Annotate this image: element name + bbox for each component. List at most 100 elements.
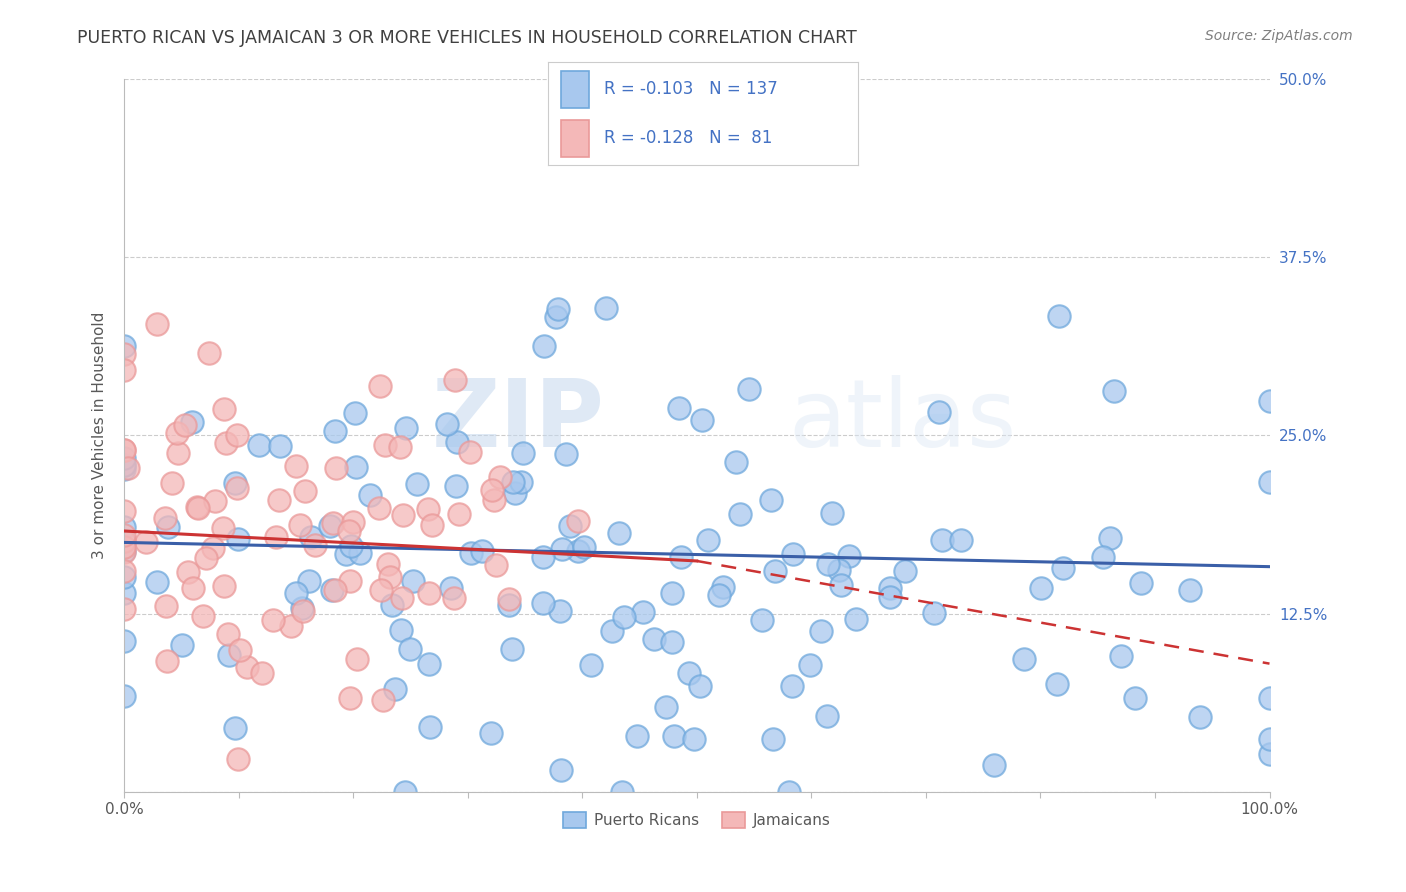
Point	[155, 599, 177, 614]
Point	[367, 500, 389, 515]
Point	[460, 445, 482, 459]
Point	[218, 648, 240, 662]
Point	[392, 508, 415, 522]
Point	[186, 500, 208, 515]
Point	[339, 691, 361, 706]
Point	[1099, 531, 1122, 545]
Point	[446, 434, 468, 449]
Point	[112, 634, 135, 648]
Point	[711, 580, 734, 594]
Point	[284, 586, 307, 600]
Point	[668, 401, 690, 415]
Point	[949, 533, 972, 548]
Point	[1258, 475, 1281, 490]
Point	[643, 632, 665, 647]
Point	[339, 574, 361, 588]
Point	[1189, 710, 1212, 724]
Point	[321, 583, 343, 598]
Point	[482, 492, 505, 507]
Point	[738, 382, 761, 396]
Point	[1047, 309, 1070, 323]
Point	[112, 601, 135, 615]
Point	[340, 540, 363, 554]
Point	[1014, 651, 1036, 665]
Point	[236, 660, 259, 674]
Point	[112, 689, 135, 703]
Point	[112, 443, 135, 458]
Point	[112, 527, 135, 541]
Point	[690, 413, 713, 427]
Point	[294, 484, 316, 499]
Point	[815, 708, 838, 723]
Point	[512, 446, 534, 460]
Point	[319, 518, 342, 533]
Point	[381, 599, 404, 613]
Point	[671, 550, 693, 565]
Point	[285, 459, 308, 474]
Point	[419, 720, 441, 734]
Point	[370, 582, 392, 597]
Point	[879, 581, 901, 595]
Point	[1258, 732, 1281, 747]
Point	[177, 565, 200, 579]
Point	[879, 590, 901, 604]
Point	[181, 581, 204, 595]
Point	[1129, 575, 1152, 590]
Point	[299, 530, 322, 544]
Point	[204, 494, 226, 508]
Point	[983, 758, 1005, 772]
Point	[509, 475, 531, 490]
Point	[112, 442, 135, 457]
Point	[418, 657, 440, 672]
Text: R = -0.128   N =  81: R = -0.128 N = 81	[605, 129, 772, 147]
Point	[449, 507, 471, 521]
Point	[112, 544, 135, 558]
Point	[112, 544, 135, 558]
Point	[780, 679, 803, 693]
Point	[201, 541, 224, 555]
Point	[1123, 691, 1146, 706]
Point	[600, 624, 623, 638]
Text: Source: ZipAtlas.com: Source: ZipAtlas.com	[1205, 29, 1353, 43]
Point	[191, 609, 214, 624]
FancyBboxPatch shape	[561, 70, 589, 108]
Point	[112, 533, 135, 548]
Point	[531, 550, 554, 565]
Point	[228, 752, 250, 766]
Point	[156, 655, 179, 669]
Point	[655, 700, 678, 714]
Point	[112, 458, 135, 472]
Point	[112, 451, 135, 466]
Legend: Puerto Ricans, Jamaicans: Puerto Ricans, Jamaicans	[557, 806, 837, 834]
Point	[922, 606, 945, 620]
Point	[728, 507, 751, 521]
Point	[1258, 393, 1281, 408]
Point	[765, 564, 787, 578]
Point	[186, 500, 208, 515]
Point	[1029, 581, 1052, 595]
Point	[799, 658, 821, 673]
Point	[707, 589, 730, 603]
Point	[394, 785, 416, 799]
Point	[498, 599, 520, 613]
Point	[1258, 690, 1281, 705]
Point	[1102, 384, 1125, 398]
Point	[298, 574, 321, 588]
Point	[782, 547, 804, 561]
Point	[337, 524, 360, 538]
Point	[481, 483, 503, 498]
Point	[226, 533, 249, 547]
Point	[195, 551, 218, 566]
Point	[291, 604, 314, 618]
Text: PUERTO RICAN VS JAMAICAN 3 OR MORE VEHICLES IN HOUSEHOLD CORRELATION CHART: PUERTO RICAN VS JAMAICAN 3 OR MORE VEHIC…	[77, 29, 858, 46]
Point	[610, 785, 633, 799]
Point	[436, 417, 458, 431]
Point	[112, 339, 135, 353]
Point	[626, 729, 648, 743]
Text: atlas: atlas	[789, 376, 1017, 467]
Point	[229, 643, 252, 657]
Point	[550, 763, 572, 777]
Point	[166, 425, 188, 440]
Point	[112, 570, 135, 584]
Point	[554, 447, 576, 461]
